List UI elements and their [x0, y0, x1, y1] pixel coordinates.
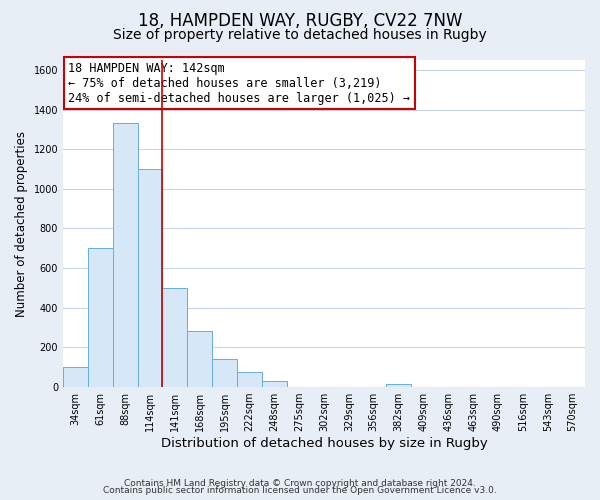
Text: Contains public sector information licensed under the Open Government Licence v3: Contains public sector information licen…: [103, 486, 497, 495]
Bar: [88, 248, 113, 387]
Bar: [262, 381, 287, 387]
Text: 18, HAMPDEN WAY, RUGBY, CV22 7NW: 18, HAMPDEN WAY, RUGBY, CV22 7NW: [138, 12, 462, 30]
Bar: [137, 169, 163, 387]
X-axis label: Distribution of detached houses by size in Rugby: Distribution of detached houses by size …: [161, 437, 487, 450]
Y-axis label: Number of detached properties: Number of detached properties: [15, 130, 28, 316]
Bar: [187, 330, 212, 387]
Bar: [163, 288, 187, 387]
Bar: [237, 372, 262, 387]
Bar: [212, 360, 237, 387]
Bar: [63, 368, 88, 387]
Bar: [386, 384, 411, 387]
Text: Size of property relative to detached houses in Rugby: Size of property relative to detached ho…: [113, 28, 487, 42]
Text: 18 HAMPDEN WAY: 142sqm
← 75% of detached houses are smaller (3,219)
24% of semi-: 18 HAMPDEN WAY: 142sqm ← 75% of detached…: [68, 62, 410, 104]
Text: Contains HM Land Registry data © Crown copyright and database right 2024.: Contains HM Land Registry data © Crown c…: [124, 478, 476, 488]
Bar: [113, 124, 137, 387]
